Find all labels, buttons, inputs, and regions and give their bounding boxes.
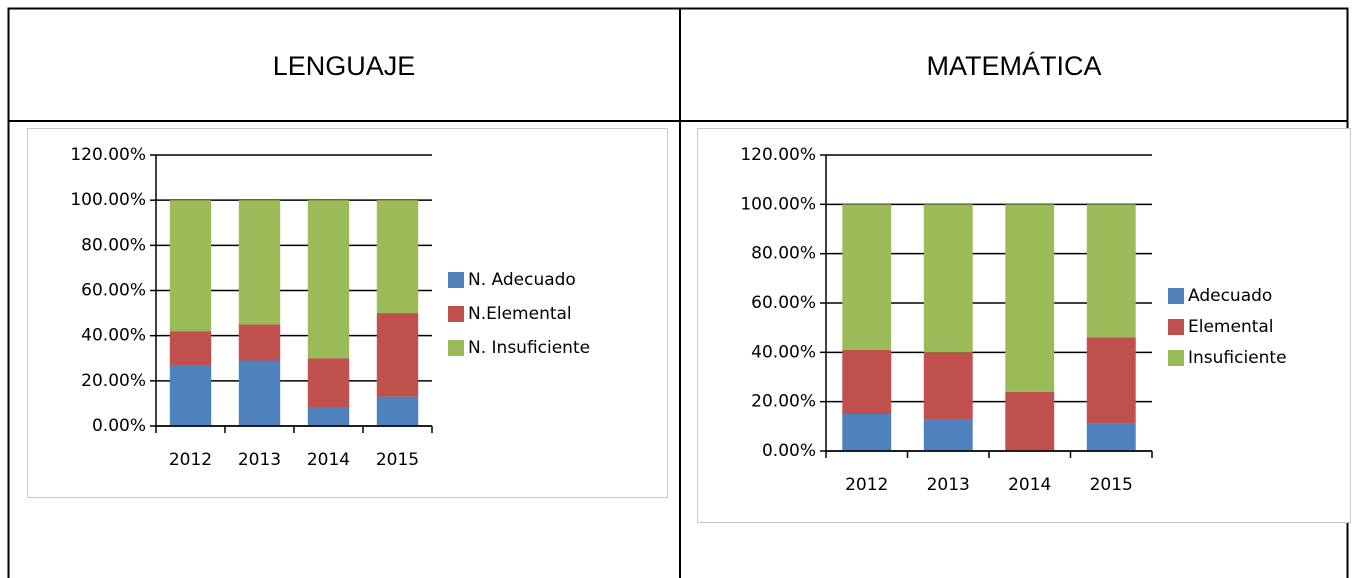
bar-segment [923,352,973,419]
bar-segment [169,200,212,332]
bar-segment [169,331,212,366]
bar-segment [1086,423,1136,451]
bar-segment [1086,337,1136,424]
legend-label: Elemental [1188,317,1274,337]
bar-segment [376,396,419,426]
bar-segment [376,313,419,397]
x-tick-label: 2014 [307,450,350,470]
bar-segment [238,324,281,361]
legend-swatch [448,306,464,322]
header-cell: LENGUAJE [273,51,416,81]
bar-segment [376,200,419,314]
y-tick-label: 80.00% [751,244,816,264]
bar-segment [169,365,212,426]
y-tick-label: 0.00% [92,416,146,436]
bar-segment [238,200,281,325]
bar-segment [1005,204,1055,392]
y-tick-label: 120.00% [740,145,816,165]
x-tick-label: 2012 [169,450,212,470]
bar-segment [842,204,892,350]
bar-segment [238,360,281,426]
x-tick-label: 2015 [1090,475,1133,495]
x-tick-label: 2013 [927,475,970,495]
legend-label: N. Insuficiente [468,338,590,358]
y-tick-label: 60.00% [81,281,146,301]
bar-segment [923,418,973,451]
bar-segment [1086,204,1136,338]
bar-segment [307,200,350,359]
y-tick-label: 100.00% [70,190,146,210]
x-tick-label: 2012 [845,475,888,495]
legend-label: N.Elemental [468,304,572,324]
y-tick-label: 0.00% [762,441,816,461]
bar-segment [1005,391,1055,451]
y-tick-label: 120.00% [70,145,146,165]
x-tick-label: 2015 [376,450,419,470]
legend-swatch [448,272,464,288]
y-tick-label: 40.00% [81,326,146,346]
y-tick-label: 100.00% [740,194,816,214]
y-tick-label: 20.00% [751,392,816,412]
legend-label: N. Adecuado [468,270,576,290]
legend-swatch [1168,319,1184,335]
header-cell: MATEMÁTICA [927,51,1102,81]
legend-label: Adecuado [1188,286,1272,306]
y-tick-label: 60.00% [751,293,816,313]
bar-segment [842,414,892,451]
legend-swatch [448,340,464,356]
legend-label: Insuficiente [1188,348,1287,368]
y-tick-label: 20.00% [81,371,146,391]
bar-segment [923,204,973,353]
bar-segment [842,349,892,414]
bar-segment [307,407,350,426]
y-tick-label: 80.00% [81,235,146,255]
legend-swatch [1168,288,1184,304]
legend-swatch [1168,350,1184,366]
bar-segment [307,358,350,408]
y-tick-label: 40.00% [751,342,816,362]
x-tick-label: 2014 [1008,475,1051,495]
x-tick-label: 2013 [238,450,281,470]
